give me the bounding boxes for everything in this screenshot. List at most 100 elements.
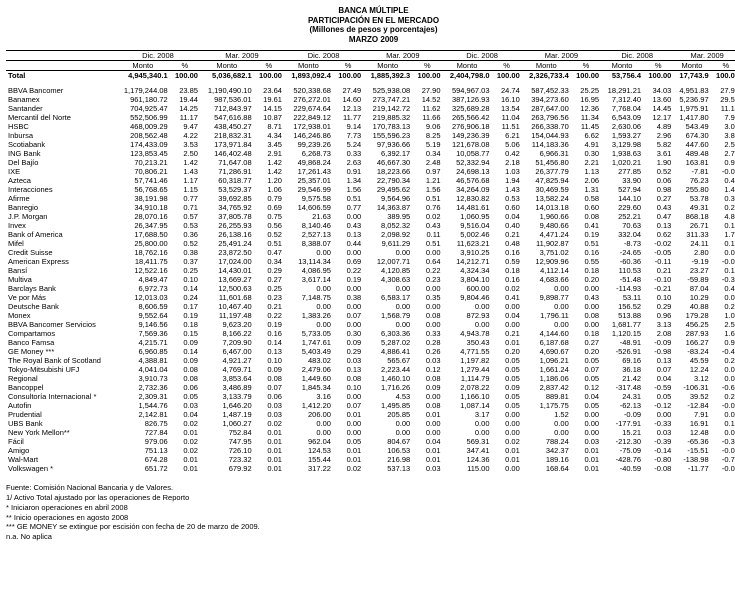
data-cell: 513.88	[601, 311, 643, 320]
data-cell: 1,060.27	[200, 419, 254, 428]
data-cell: 2,527.13	[284, 230, 333, 239]
data-cell: 0.13	[711, 266, 735, 275]
data-cell: 0.00	[412, 419, 442, 428]
data-cell: 0.19	[571, 230, 601, 239]
data-cell: 0.29	[643, 302, 673, 311]
table-row: Bank of America17,688.500.3626,138.160.5…	[6, 230, 735, 239]
data-cell: 2.91	[254, 149, 284, 158]
data-cell: 4,144.60	[522, 329, 571, 338]
data-cell: 53.78	[673, 194, 710, 203]
data-cell: -0.78	[711, 455, 735, 464]
data-cell: 6,268.73	[284, 149, 333, 158]
period-h: Dic. 2008	[116, 51, 200, 61]
data-cell: 2.21	[571, 158, 601, 167]
total-label: Total	[6, 71, 116, 81]
data-cell: 0.00	[363, 248, 412, 257]
data-cell: 1.13	[571, 167, 601, 176]
table-row: Del Bajío70,213.211.4271,647.081.4249,86…	[6, 158, 735, 167]
data-cell: 4,041.04	[116, 365, 170, 374]
report-header: BANCA MÚLTIPLE PARTICIPACIÓN EN EL MERCA…	[6, 6, 735, 44]
data-cell: 0.30	[333, 329, 363, 338]
data-cell: 34,264.09	[443, 185, 492, 194]
data-cell: 0.77	[333, 203, 363, 212]
data-cell: 0.07	[711, 365, 735, 374]
data-cell: 0.18	[571, 329, 601, 338]
data-cell: 1.31	[571, 185, 601, 194]
data-cell: 961,180.72	[116, 95, 170, 104]
data-cell: 8.25	[412, 131, 442, 140]
data-cell: 0.14	[170, 284, 200, 293]
data-cell: 0.05	[170, 392, 200, 401]
data-cell: 0.02	[492, 284, 522, 293]
data-cell: 123,853.45	[116, 149, 170, 158]
data-cell: 0.08	[571, 212, 601, 221]
data-cell: 438,450.27	[200, 122, 254, 131]
data-cell: 0.13	[643, 221, 673, 230]
bank-label: Credit Suisse	[6, 248, 116, 257]
data-cell: 5.82	[643, 140, 673, 149]
data-cell: 826.75	[116, 419, 170, 428]
data-cell: 25,800.00	[116, 239, 170, 248]
data-cell: 1,190,490.10	[200, 86, 254, 95]
data-cell: 0.09	[170, 356, 200, 365]
data-cell: 277.85	[601, 167, 643, 176]
footnote: ** Inicio operaciones en agosto 2008	[6, 513, 735, 523]
data-cell: 350.43	[443, 338, 492, 347]
data-cell: 0.06	[711, 293, 735, 302]
period-header-row: Dic. 2008 Mar. 2009 Dic. 2008 Mar. 2009 …	[6, 51, 735, 61]
data-cell: 1,175.75	[522, 401, 571, 410]
data-cell: 4.53	[363, 392, 412, 401]
data-cell: 2.76	[711, 149, 735, 158]
data-cell: 0.52	[254, 230, 284, 239]
data-cell: 1.06	[254, 185, 284, 194]
data-cell: 0.23	[711, 302, 735, 311]
data-cell: 33.90	[601, 176, 643, 185]
data-cell: 17,688.50	[116, 230, 170, 239]
data-cell: 76.23	[673, 176, 710, 185]
data-cell: 0.52	[170, 239, 200, 248]
data-cell: 1,487.19	[200, 410, 254, 419]
data-cell: 166.27	[673, 338, 710, 347]
data-cell: 1.21	[412, 176, 442, 185]
data-cell: 0.00	[492, 464, 522, 473]
data-cell: 9,480.66	[522, 221, 571, 230]
data-cell: 1,020.21	[601, 158, 643, 167]
data-cell: 0.02	[254, 419, 284, 428]
data-cell: 0.08	[170, 365, 200, 374]
data-cell: 0.01	[333, 446, 363, 455]
data-cell: 7.91	[673, 410, 710, 419]
data-cell: 4,120.85	[363, 266, 412, 275]
data-cell: 39.52	[673, 392, 710, 401]
table-row: Wal-Mart674.280.01723.320.01155.440.0121…	[6, 455, 735, 464]
data-cell: -11.77	[673, 464, 710, 473]
data-cell: 110.53	[601, 266, 643, 275]
data-cell: 0.38	[170, 248, 200, 257]
total-cell: 2,326,733.4	[522, 71, 571, 81]
data-cell: 0.00	[412, 248, 442, 257]
data-cell: 747.95	[200, 437, 254, 446]
table-row: BBVA Bancomer Servicios9,146.560.189,623…	[6, 320, 735, 329]
data-cell: 0.97	[412, 167, 442, 176]
data-cell: 1,096.21	[522, 356, 571, 365]
data-cell: -0.37	[711, 437, 735, 446]
market-share-table: Dic. 2008 Mar. 2009 Dic. 2008 Mar. 2009 …	[6, 50, 735, 473]
data-cell: 5,287.02	[363, 338, 412, 347]
data-cell: 219,885.32	[363, 113, 412, 122]
data-cell: 0.14	[254, 338, 284, 347]
data-cell: 0.00	[412, 428, 442, 437]
data-cell: 53.11	[601, 293, 643, 302]
data-cell: 0.04	[170, 410, 200, 419]
data-cell: 0.01	[254, 464, 284, 473]
data-cell: 0.51	[254, 239, 284, 248]
data-cell: 552,506.99	[116, 113, 170, 122]
data-cell: 252.21	[601, 212, 643, 221]
data-cell: 0.34	[412, 149, 442, 158]
data-cell: 1,114.79	[443, 374, 492, 383]
data-cell: 0.52	[643, 167, 673, 176]
data-cell: 0.00	[284, 248, 333, 257]
data-cell: 723.32	[200, 455, 254, 464]
data-cell: 0.20	[571, 275, 601, 284]
data-cell: 1,568.79	[363, 311, 412, 320]
data-cell: 25,491.24	[200, 239, 254, 248]
data-cell: 206.00	[284, 410, 333, 419]
